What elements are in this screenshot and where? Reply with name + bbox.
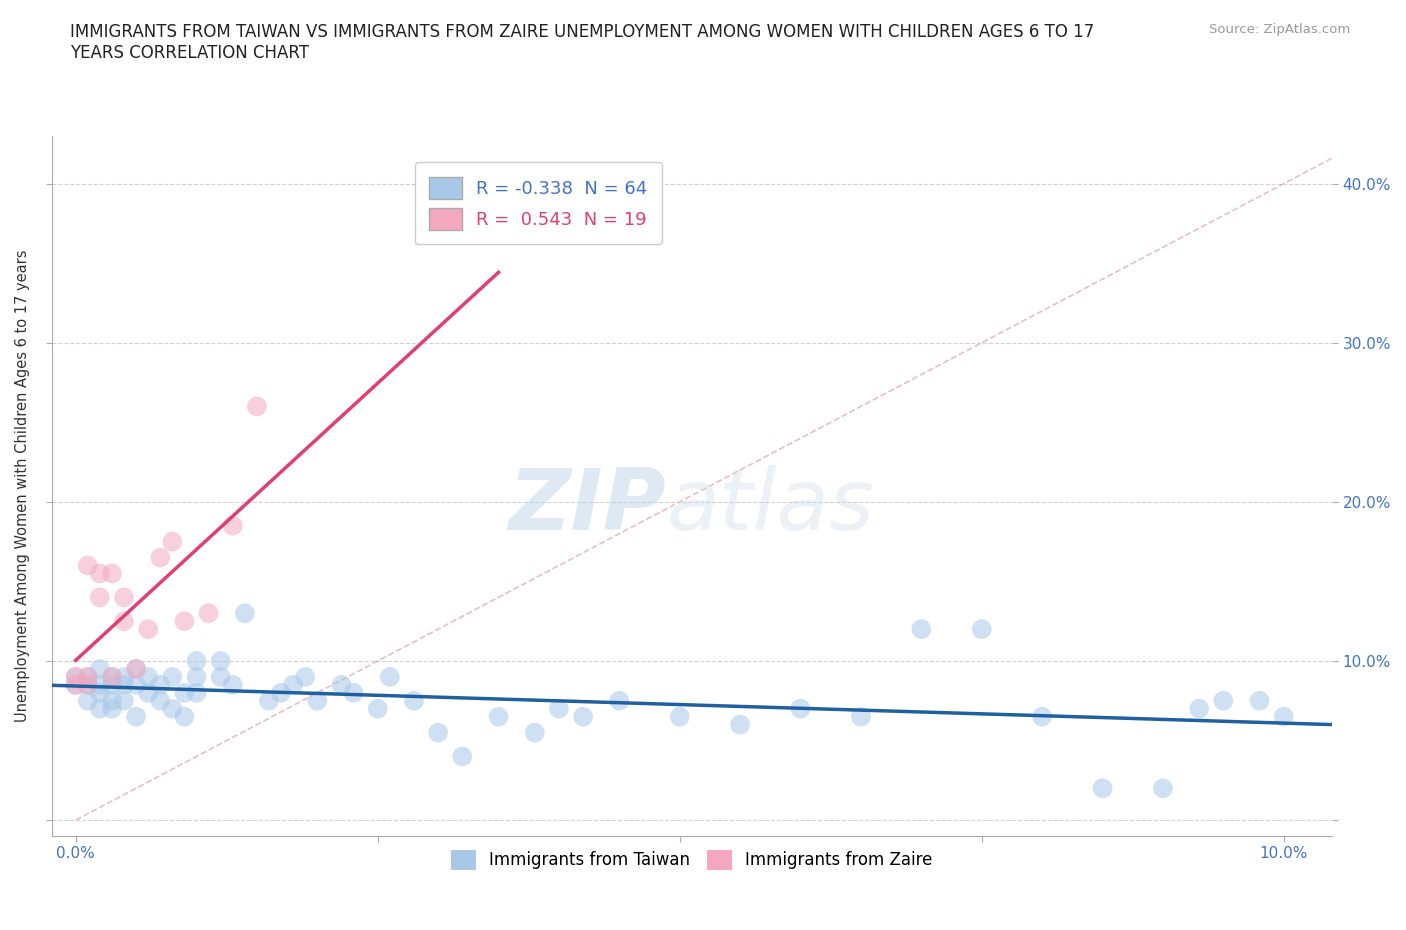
Point xyxy=(1249,694,1271,709)
Y-axis label: Unemployment Among Women with Children Ages 6 to 17 years: Unemployment Among Women with Children A… xyxy=(15,249,30,723)
Point xyxy=(1031,710,1053,724)
Point xyxy=(1152,781,1174,796)
Point xyxy=(149,677,172,692)
Point xyxy=(209,670,232,684)
Point xyxy=(89,566,111,581)
Text: atlas: atlas xyxy=(666,465,875,549)
Point xyxy=(101,701,124,716)
Point xyxy=(849,710,872,724)
Text: Source: ZipAtlas.com: Source: ZipAtlas.com xyxy=(1209,23,1350,36)
Point xyxy=(427,725,450,740)
Point xyxy=(162,670,184,684)
Point xyxy=(572,710,595,724)
Point xyxy=(76,677,98,692)
Point xyxy=(149,694,172,709)
Point xyxy=(186,654,208,669)
Point xyxy=(89,701,111,716)
Point xyxy=(378,670,401,684)
Point xyxy=(101,694,124,709)
Point xyxy=(222,518,245,533)
Point xyxy=(294,670,316,684)
Point xyxy=(76,694,98,709)
Point xyxy=(488,710,510,724)
Point xyxy=(173,614,195,629)
Point xyxy=(367,701,389,716)
Point xyxy=(186,685,208,700)
Point xyxy=(101,566,124,581)
Point xyxy=(136,622,159,637)
Point xyxy=(125,710,148,724)
Point xyxy=(402,694,425,709)
Point xyxy=(548,701,571,716)
Point xyxy=(173,710,195,724)
Point xyxy=(125,661,148,676)
Point xyxy=(186,670,208,684)
Point xyxy=(197,605,219,620)
Point xyxy=(76,677,98,692)
Point xyxy=(728,717,751,732)
Point xyxy=(342,685,364,700)
Point xyxy=(76,670,98,684)
Point xyxy=(112,694,135,709)
Point xyxy=(125,677,148,692)
Point xyxy=(112,670,135,684)
Point xyxy=(910,622,932,637)
Point xyxy=(1091,781,1114,796)
Point xyxy=(1188,701,1211,716)
Point xyxy=(233,605,256,620)
Point xyxy=(65,670,87,684)
Point xyxy=(607,694,630,709)
Point xyxy=(1212,694,1234,709)
Text: IMMIGRANTS FROM TAIWAN VS IMMIGRANTS FROM ZAIRE UNEMPLOYMENT AMONG WOMEN WITH CH: IMMIGRANTS FROM TAIWAN VS IMMIGRANTS FRO… xyxy=(70,23,1094,62)
Point xyxy=(101,670,124,684)
Point xyxy=(89,661,111,676)
Point xyxy=(162,701,184,716)
Point xyxy=(89,590,111,604)
Point xyxy=(270,685,292,700)
Point xyxy=(173,685,195,700)
Point xyxy=(668,710,690,724)
Point xyxy=(112,590,135,604)
Point xyxy=(65,677,87,692)
Point xyxy=(257,694,280,709)
Text: ZIP: ZIP xyxy=(509,465,666,549)
Point xyxy=(136,685,159,700)
Point xyxy=(65,677,87,692)
Point xyxy=(281,677,304,692)
Point xyxy=(523,725,546,740)
Point xyxy=(76,558,98,573)
Point xyxy=(136,670,159,684)
Point xyxy=(89,677,111,692)
Point xyxy=(112,614,135,629)
Point xyxy=(89,685,111,700)
Point xyxy=(101,677,124,692)
Point xyxy=(65,670,87,684)
Point xyxy=(789,701,811,716)
Point xyxy=(246,399,269,414)
Point xyxy=(149,551,172,565)
Point xyxy=(307,694,329,709)
Point xyxy=(1272,710,1295,724)
Point xyxy=(76,670,98,684)
Point xyxy=(209,654,232,669)
Point xyxy=(222,677,245,692)
Point xyxy=(162,534,184,549)
Legend: Immigrants from Taiwan, Immigrants from Zaire: Immigrants from Taiwan, Immigrants from … xyxy=(444,843,939,877)
Point xyxy=(112,677,135,692)
Point xyxy=(970,622,993,637)
Point xyxy=(101,670,124,684)
Point xyxy=(451,749,474,764)
Point xyxy=(125,661,148,676)
Point xyxy=(330,677,353,692)
